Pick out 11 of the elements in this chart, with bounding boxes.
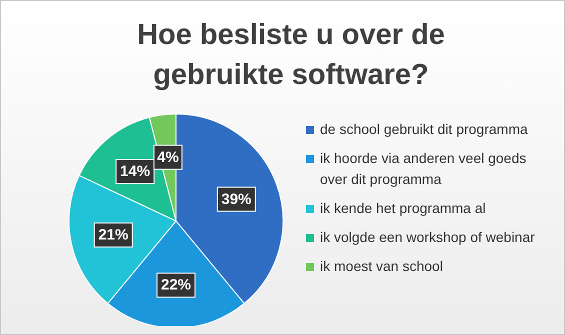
slice-label: de school gebruikt dit programma <box>320 120 528 139</box>
data-label: 14% <box>120 163 150 180</box>
data-label: 22% <box>160 276 192 294</box>
data-label: 21% <box>98 226 128 244</box>
legend-label: ik hoorde via anderen veel goeds over dit programma <box>320 149 528 189</box>
legend-label: ik moest van school <box>320 257 443 276</box>
data-label: 39% <box>221 190 252 208</box>
chart-title: Hoe besliste u over de gebruikte software? <box>136 18 446 93</box>
data-label: 4% <box>157 148 179 166</box>
legend-label: ik kende het programma al <box>320 199 486 218</box>
legend-label: ik volgde een workshop of webinar <box>320 228 535 247</box>
